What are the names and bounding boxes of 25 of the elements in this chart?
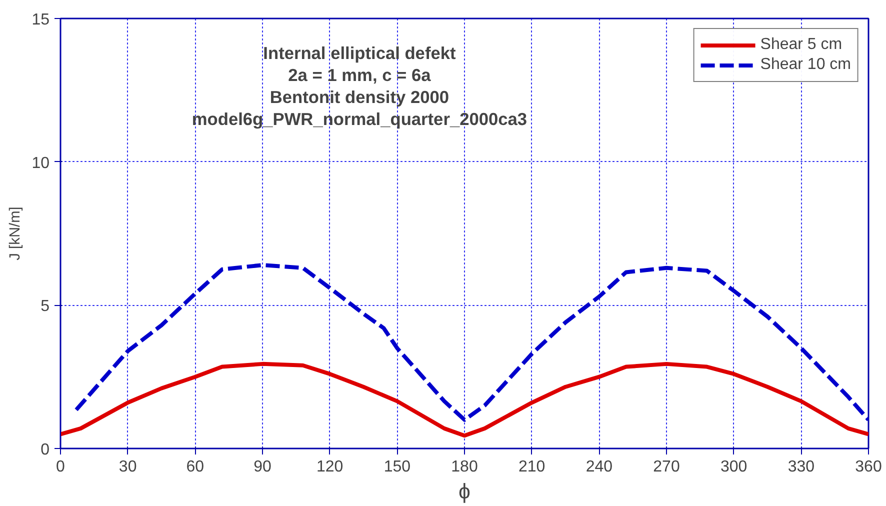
x-tick-label: 60 <box>186 458 204 476</box>
x-tick-label: 30 <box>118 458 137 476</box>
line-series <box>60 362 868 438</box>
legend-label: Shear 10 cm <box>760 56 851 74</box>
x-tick-label: 0 <box>56 458 66 476</box>
x-tick-label: 180 <box>451 458 478 476</box>
y-tick-label: 0 <box>40 442 50 458</box>
x-axis-title: ϕ <box>458 480 471 504</box>
x-tick-label: 90 <box>254 458 272 476</box>
x-tick-label: 360 <box>855 458 882 476</box>
text: Internal elliptical defekt <box>263 42 456 63</box>
x-tick-label: 120 <box>316 458 344 476</box>
x-tick-label: 330 <box>788 458 815 476</box>
x-tick-label: 150 <box>384 458 411 476</box>
x-tick-label: 210 <box>518 458 546 476</box>
text: 2a = 1 mm, c = 6a Bentonit density 2000 model6g_PWR_normal_quarter_2000ca3 <box>192 64 528 129</box>
legend-label: Shear 5 cm <box>760 36 842 54</box>
y-tick-label: 5 <box>40 298 50 316</box>
y-tick-label: 15 <box>32 12 50 28</box>
line-series <box>74 263 868 422</box>
x-tick-label: 240 <box>586 458 613 476</box>
y-axis-title: J [kN/m] <box>8 206 24 260</box>
x-tick-label: 270 <box>653 458 680 476</box>
y-tick-label: 10 <box>32 154 50 172</box>
x-tick-label: 300 <box>720 458 748 476</box>
